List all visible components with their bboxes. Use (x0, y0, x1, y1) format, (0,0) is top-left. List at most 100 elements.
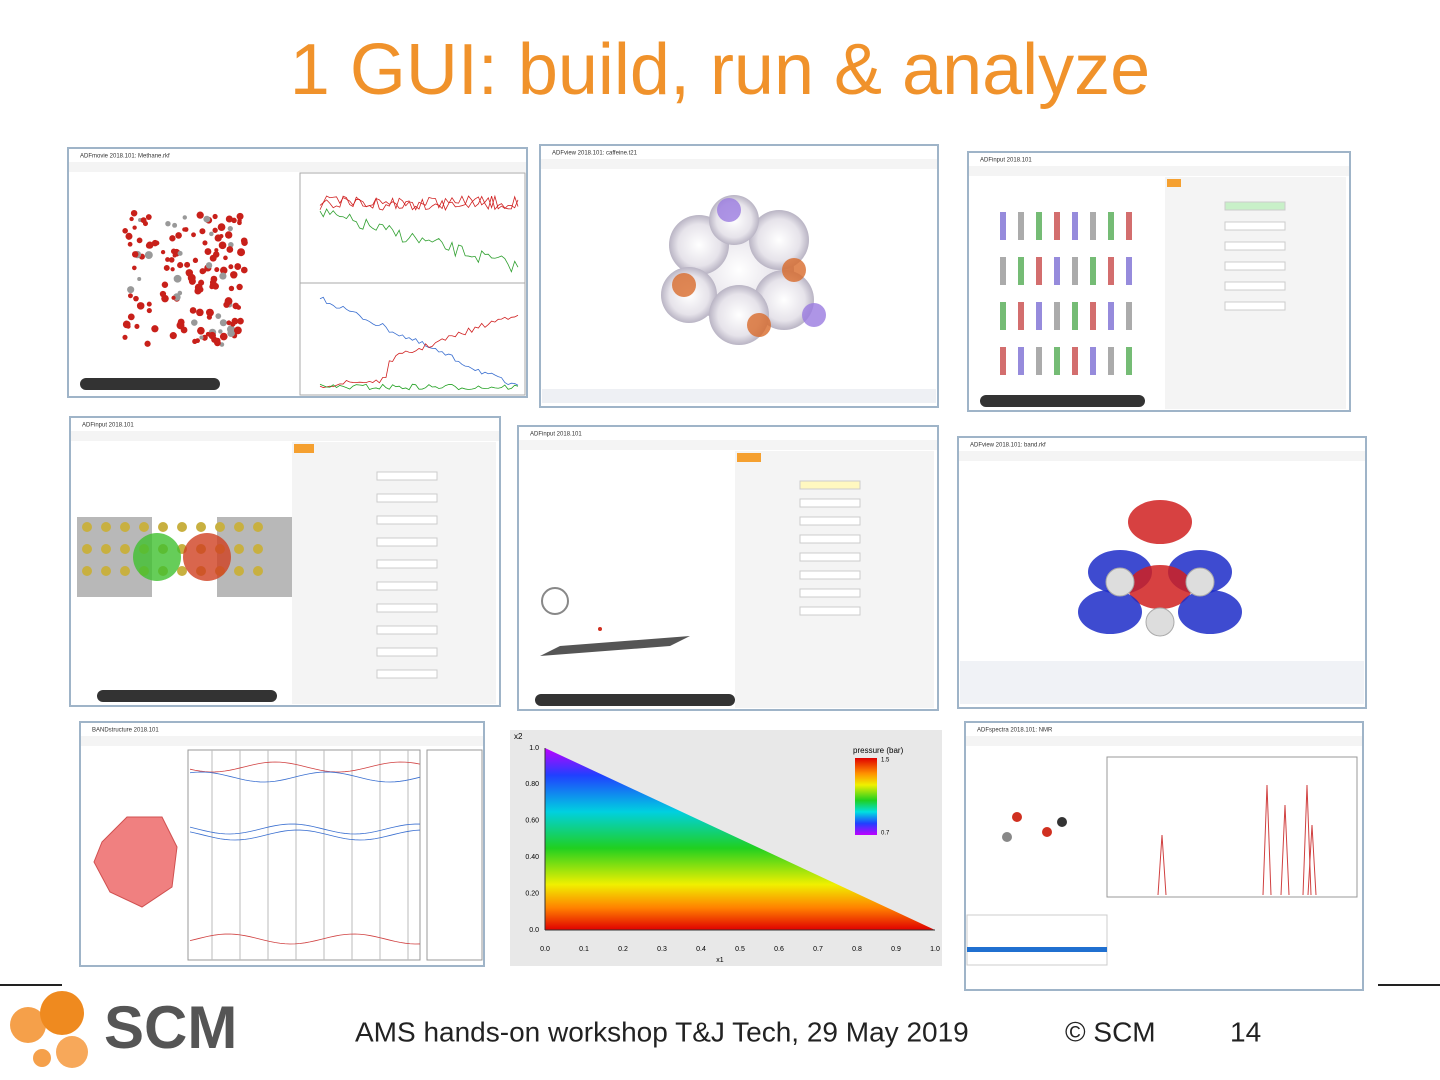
plot-line (1262, 784, 1272, 896)
window-titlebar (69, 149, 526, 162)
molecule (1018, 347, 1024, 375)
atom (1145, 607, 1175, 637)
plot-frame (1106, 756, 1358, 898)
menu-bar (71, 431, 499, 441)
menu-bar (966, 736, 1362, 746)
plot-line (319, 194, 519, 211)
atom (196, 308, 204, 317)
atom (136, 302, 145, 310)
atom (234, 522, 244, 532)
molecule (1126, 302, 1132, 330)
atom (131, 251, 139, 258)
surface-charge (717, 198, 741, 222)
plot-frame (299, 172, 526, 299)
atom (211, 336, 218, 343)
atom (182, 215, 188, 220)
molecule (1126, 347, 1132, 375)
y-tick-label: 0.20 (525, 890, 539, 897)
atom (253, 544, 263, 554)
atom (212, 213, 218, 220)
y-tick-label: 0.80 (525, 781, 539, 788)
panel (292, 442, 496, 704)
plot-line (189, 829, 421, 841)
field (376, 647, 438, 657)
window-title: ADFmovie 2018.101: Methane.rkf (80, 154, 170, 160)
window-title: BANDstructure 2018.101 (92, 728, 159, 734)
table (966, 914, 1108, 966)
atom (185, 269, 194, 277)
window-title: ADFspectra 2018.101: NMR (977, 728, 1053, 734)
atom (177, 262, 184, 269)
atom (236, 305, 242, 310)
atom (120, 522, 130, 532)
y-tick-label: 0.0 (529, 927, 539, 934)
plot-line (319, 314, 519, 388)
molecule (1126, 212, 1132, 240)
control-bar (535, 694, 735, 706)
orbital (1128, 500, 1192, 544)
pressure-field (545, 748, 935, 930)
plot-line (189, 761, 421, 773)
atom (214, 234, 222, 242)
atom (145, 214, 152, 220)
field (1224, 301, 1286, 311)
atom (182, 227, 187, 232)
molecule (1036, 347, 1042, 375)
surface-charge (747, 313, 771, 337)
atom (218, 241, 227, 250)
atom (224, 231, 233, 239)
lead (133, 533, 181, 581)
atom (237, 220, 242, 226)
field (1224, 261, 1286, 271)
plot-line (189, 823, 421, 835)
atom (171, 295, 176, 300)
x-tick-label: 0.1 (579, 946, 589, 953)
atom (137, 277, 142, 282)
plot-line (1157, 834, 1167, 896)
molecule (1018, 302, 1024, 330)
molecule (1000, 302, 1006, 330)
surface (749, 210, 809, 270)
x-tick-label: 0.7 (813, 946, 823, 953)
field (799, 516, 861, 526)
atom (219, 332, 228, 341)
molecule (1054, 347, 1060, 375)
slide-title: 1 GUI: build, run & analyze (290, 30, 1150, 110)
settings-bar (960, 661, 1364, 704)
atom (127, 286, 135, 294)
window-titlebar (969, 153, 1349, 166)
tab (1167, 179, 1181, 187)
atom (223, 255, 228, 261)
x-tick-label: 0.9 (891, 946, 901, 953)
atom (170, 248, 177, 255)
atom (1042, 827, 1052, 837)
atom (189, 307, 197, 314)
plot-line (319, 195, 519, 211)
atom (127, 241, 133, 247)
atom (146, 301, 152, 307)
atom (205, 262, 213, 269)
atom (165, 221, 171, 227)
atom (206, 308, 213, 316)
molecule (1018, 212, 1024, 240)
molecule (1108, 302, 1114, 330)
atom (214, 267, 220, 273)
atom (230, 321, 236, 327)
colorbar (855, 758, 877, 835)
atom (215, 522, 225, 532)
field (1224, 221, 1286, 231)
window-title: ADFinput 2018.101 (82, 423, 134, 429)
footer-event: AMS hands-on workshop T&J Tech, 29 May 2… (355, 1016, 969, 1047)
atom (203, 215, 211, 223)
atom (236, 283, 243, 291)
atom (240, 266, 248, 274)
molecule (1108, 212, 1114, 240)
field (799, 570, 861, 580)
colorbar-tick-label: 1.5 (881, 758, 890, 764)
atom (145, 242, 152, 249)
molecule (1090, 302, 1096, 330)
molecule (1108, 347, 1114, 375)
field (799, 606, 861, 616)
x-tick-label: 0.4 (696, 946, 706, 953)
